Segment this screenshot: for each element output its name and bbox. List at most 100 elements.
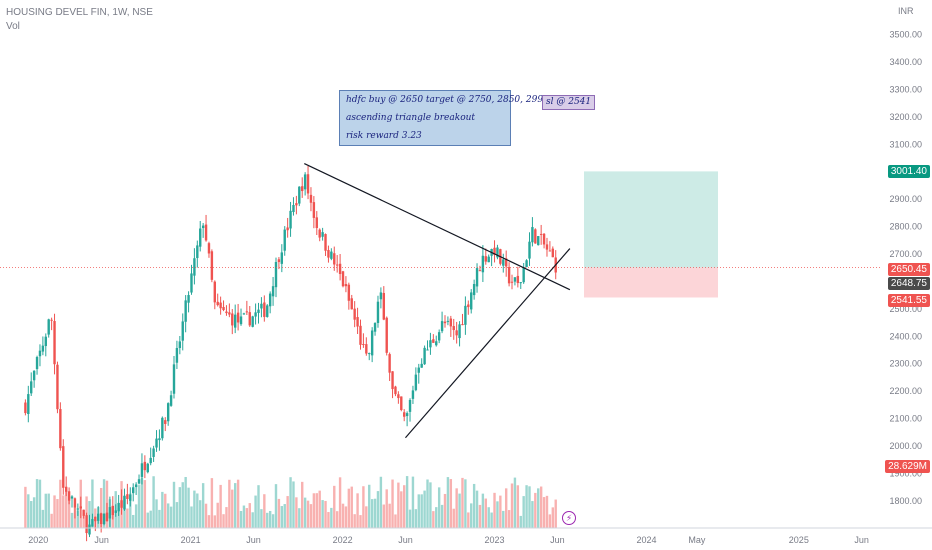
volume-bar (59, 479, 62, 528)
candle-body (362, 344, 365, 346)
volume-bar (64, 487, 68, 528)
x-tick-label: May (688, 535, 706, 545)
volume-bar (356, 493, 359, 528)
y-tick-label: 3200.00 (889, 112, 922, 122)
volume-bar (335, 511, 339, 528)
candle-body (443, 321, 447, 324)
volume-bar (190, 506, 193, 528)
candle-body (88, 524, 91, 535)
symbol-legend[interactable]: HOUSING DEVEL FIN, 1W, NSE (6, 7, 153, 18)
volume-bar (35, 479, 39, 528)
volume-bar (140, 477, 144, 528)
candle-body (388, 354, 391, 373)
volume-bar (201, 483, 205, 528)
flash-event-icon[interactable]: ⚡ (562, 511, 576, 525)
volume-bar (315, 493, 318, 528)
volume-value-tag: 28.629M (885, 460, 930, 473)
volume-bar (534, 492, 537, 528)
volume-bar (99, 487, 103, 528)
volume-bar (158, 509, 161, 528)
candle-body (274, 262, 278, 288)
volume-bar (382, 504, 386, 528)
volume-bar (379, 476, 383, 528)
y-tick-label: 2200.00 (889, 386, 922, 396)
volume-bar (449, 479, 453, 528)
candle-body (537, 236, 540, 246)
candle-body (432, 339, 435, 343)
candle-body (47, 319, 50, 335)
volume-bar (411, 476, 415, 528)
volume-bar (391, 479, 394, 528)
candle-body (132, 487, 135, 494)
y-tick-label: 2500.00 (889, 304, 922, 314)
candle-body (484, 256, 487, 262)
candle-body (111, 505, 115, 516)
volume-bar (27, 494, 30, 528)
volume-bar (213, 515, 216, 528)
volume-bar (464, 479, 467, 528)
candle-body (204, 224, 208, 241)
candle-body (309, 194, 313, 203)
candle-body (149, 457, 152, 464)
candle-body (35, 357, 39, 370)
candle-body (207, 243, 211, 254)
volume-bar (280, 506, 284, 528)
candle-body (114, 510, 117, 513)
candle-body (231, 313, 234, 326)
resistance-trendline (304, 163, 571, 291)
volume-bar (338, 477, 342, 528)
volume-bar (152, 476, 155, 528)
candle-body (216, 301, 219, 306)
candle-body (152, 448, 155, 457)
candle-body (301, 186, 304, 192)
volume-bar (263, 494, 266, 528)
candle-body (333, 253, 336, 265)
candle-body (292, 205, 295, 213)
volume-bar (295, 497, 298, 528)
candle-body (464, 305, 467, 325)
candle-body (306, 174, 310, 194)
candle-body (85, 515, 88, 534)
candle-body (236, 312, 240, 323)
candle-body (120, 500, 123, 508)
candle-body (30, 381, 33, 394)
volume-bar (470, 503, 473, 528)
candle-body (164, 420, 167, 424)
volume-bar (146, 512, 149, 528)
volume-bar (274, 484, 278, 528)
volume-bar (388, 503, 391, 528)
volume-bar (478, 504, 482, 528)
volume-bar (283, 504, 286, 528)
candle-body (385, 317, 388, 353)
x-tick-label: Jun (854, 535, 869, 545)
volume-bar (446, 477, 450, 528)
setup-note[interactable]: hdfc buy @ 2650 target @ 2750, 2850, 299… (339, 90, 549, 146)
candle-body (353, 308, 356, 320)
candle-body (359, 325, 362, 345)
candle-body (507, 267, 511, 284)
candle-body (134, 484, 138, 488)
y-tick-label: 3300.00 (889, 85, 922, 95)
candle-body (423, 347, 426, 365)
volume-bar (435, 507, 438, 528)
candle-body (67, 491, 71, 501)
candle-body (53, 321, 56, 365)
x-tick-label: 2022 (333, 535, 353, 545)
volume-bar (207, 515, 211, 528)
volume-bar (368, 484, 371, 528)
volume-bar (161, 491, 164, 528)
volume-bar (423, 490, 426, 528)
volume-bar (539, 486, 543, 528)
volume-bar (365, 506, 368, 528)
candle-body (222, 306, 225, 311)
candle-body (161, 417, 164, 439)
candle-body (551, 248, 555, 258)
candle-body (487, 256, 490, 263)
volume-bar (178, 487, 182, 528)
volume-bar (155, 499, 158, 528)
volume-legend[interactable]: Vol (6, 21, 20, 32)
volume-bar (312, 493, 316, 528)
candle-body (187, 295, 190, 303)
stop-loss-note[interactable]: sl @ 2541 (542, 95, 596, 110)
